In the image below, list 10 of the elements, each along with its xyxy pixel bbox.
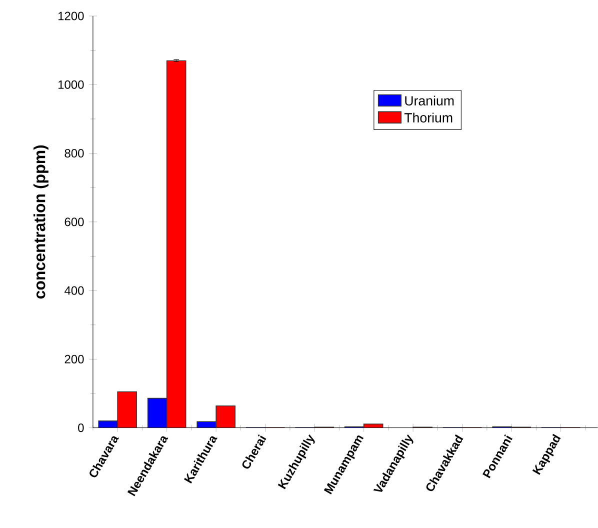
y-tick-label: 400 xyxy=(64,286,84,295)
legend-label: Uranium xyxy=(405,96,454,106)
y-tick-label: 0 xyxy=(78,424,84,432)
y-tick-label: 1000 xyxy=(58,80,84,89)
y-tick-label: 1200 xyxy=(58,12,84,20)
y-tick-label: 800 xyxy=(64,149,84,158)
y-tick-label: 200 xyxy=(64,355,84,364)
legend-label: Thorium xyxy=(404,112,452,123)
y-tick-label: 600 xyxy=(64,218,84,226)
y-axis-title: concentration (ppm) xyxy=(34,146,48,299)
